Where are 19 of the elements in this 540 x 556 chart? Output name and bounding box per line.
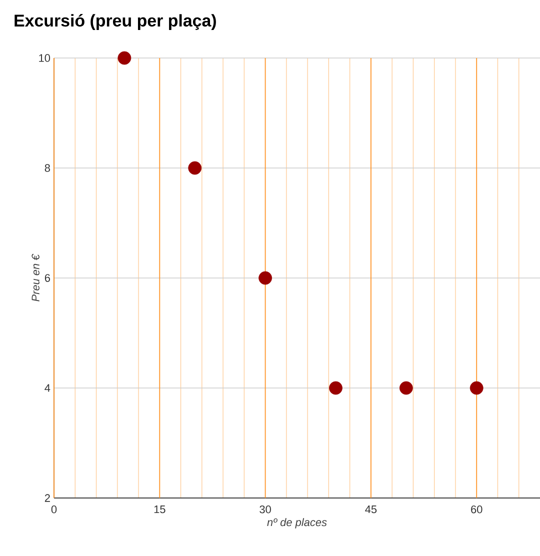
y-tick-label: 10 — [39, 54, 50, 62]
point — [329, 381, 342, 395]
y-tick-label: 2 — [44, 494, 50, 502]
x-axis-title: nº de places — [267, 518, 327, 528]
x-tick-label: 30 — [260, 506, 271, 514]
y-tick-label: 8 — [44, 164, 50, 172]
y-tick-label: 6 — [44, 274, 50, 282]
y-axis-title: Preu en € — [32, 254, 40, 302]
point — [258, 271, 272, 285]
point — [118, 51, 132, 65]
x-tick-label: 45 — [365, 506, 377, 514]
x-tick-label: 15 — [154, 506, 166, 514]
chart-title: Excursió (preu per plaça) — [14, 14, 216, 30]
point — [399, 381, 413, 395]
point — [188, 161, 202, 175]
y-tick-label: 4 — [44, 384, 50, 392]
point — [470, 381, 484, 395]
x-tick-label: 60 — [471, 506, 482, 514]
x-tick-label: 0 — [51, 506, 57, 514]
